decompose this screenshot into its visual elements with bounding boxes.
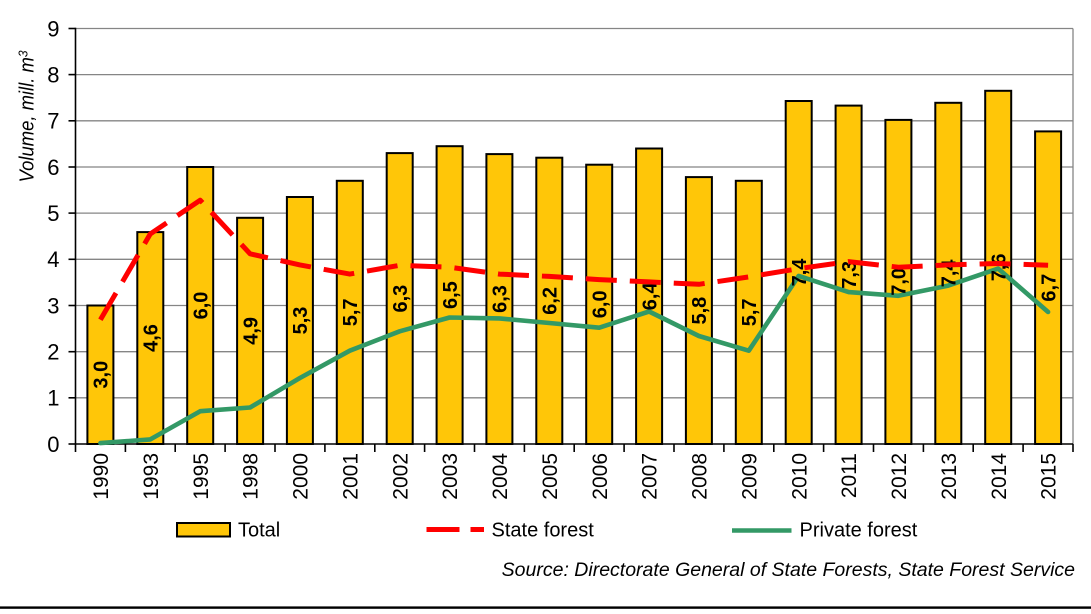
svg-text:3: 3: [47, 293, 59, 318]
svg-text:6,4: 6,4: [639, 282, 661, 311]
svg-text:1995: 1995: [190, 453, 213, 500]
svg-text:5: 5: [47, 201, 59, 226]
svg-text:6,0: 6,0: [190, 292, 212, 320]
svg-text:6,3: 6,3: [390, 285, 412, 313]
svg-text:4,6: 4,6: [141, 324, 163, 352]
svg-text:2005: 2005: [539, 453, 562, 500]
svg-text:5,7: 5,7: [739, 298, 761, 326]
svg-text:5,8: 5,8: [689, 297, 711, 325]
svg-text:7,6: 7,6: [988, 253, 1010, 281]
svg-text:2010: 2010: [788, 453, 811, 500]
svg-text:6,2: 6,2: [540, 287, 562, 315]
svg-text:2015: 2015: [1038, 453, 1061, 500]
svg-text:2014: 2014: [988, 453, 1011, 500]
svg-text:2012: 2012: [888, 453, 911, 500]
svg-text:3,0: 3,0: [91, 361, 113, 389]
svg-text:9: 9: [47, 16, 59, 41]
svg-text:6,7: 6,7: [1038, 274, 1060, 302]
svg-text:2001: 2001: [339, 453, 362, 500]
svg-text:6,5: 6,5: [440, 281, 462, 309]
svg-text:2007: 2007: [639, 453, 662, 500]
svg-text:7,3: 7,3: [839, 261, 861, 289]
svg-text:2002: 2002: [389, 453, 412, 500]
svg-text:1: 1: [47, 386, 59, 411]
svg-text:4,9: 4,9: [240, 317, 262, 345]
svg-text:Total: Total: [238, 520, 280, 542]
svg-text:2008: 2008: [688, 453, 711, 500]
svg-text:Source: Directorate General of: Source: Directorate General of State For…: [502, 559, 1075, 581]
svg-text:1993: 1993: [140, 453, 163, 500]
svg-text:2000: 2000: [289, 453, 312, 500]
svg-text:2003: 2003: [439, 453, 462, 500]
svg-text:2013: 2013: [938, 453, 961, 500]
svg-text:1998: 1998: [240, 453, 263, 500]
svg-text:7,0: 7,0: [889, 268, 911, 296]
svg-text:7: 7: [47, 109, 59, 134]
svg-text:State forest: State forest: [492, 520, 595, 542]
svg-text:2004: 2004: [489, 453, 512, 500]
svg-text:2006: 2006: [589, 453, 612, 500]
svg-text:6,3: 6,3: [490, 285, 512, 313]
svg-text:Volume, mill. m3: Volume, mill. m3: [16, 50, 39, 183]
svg-text:1990: 1990: [90, 453, 113, 500]
svg-text:4: 4: [47, 247, 59, 272]
svg-text:8: 8: [47, 63, 59, 88]
svg-text:5,7: 5,7: [340, 298, 362, 326]
svg-text:7,4: 7,4: [789, 258, 811, 287]
svg-text:0: 0: [47, 432, 59, 457]
svg-text:2009: 2009: [738, 453, 761, 500]
svg-text:6: 6: [47, 155, 59, 180]
svg-text:5,3: 5,3: [290, 307, 312, 335]
svg-text:2: 2: [47, 340, 59, 365]
svg-text:2011: 2011: [838, 453, 861, 498]
svg-text:6,0: 6,0: [589, 290, 611, 318]
svg-text:Private forest: Private forest: [800, 520, 918, 542]
